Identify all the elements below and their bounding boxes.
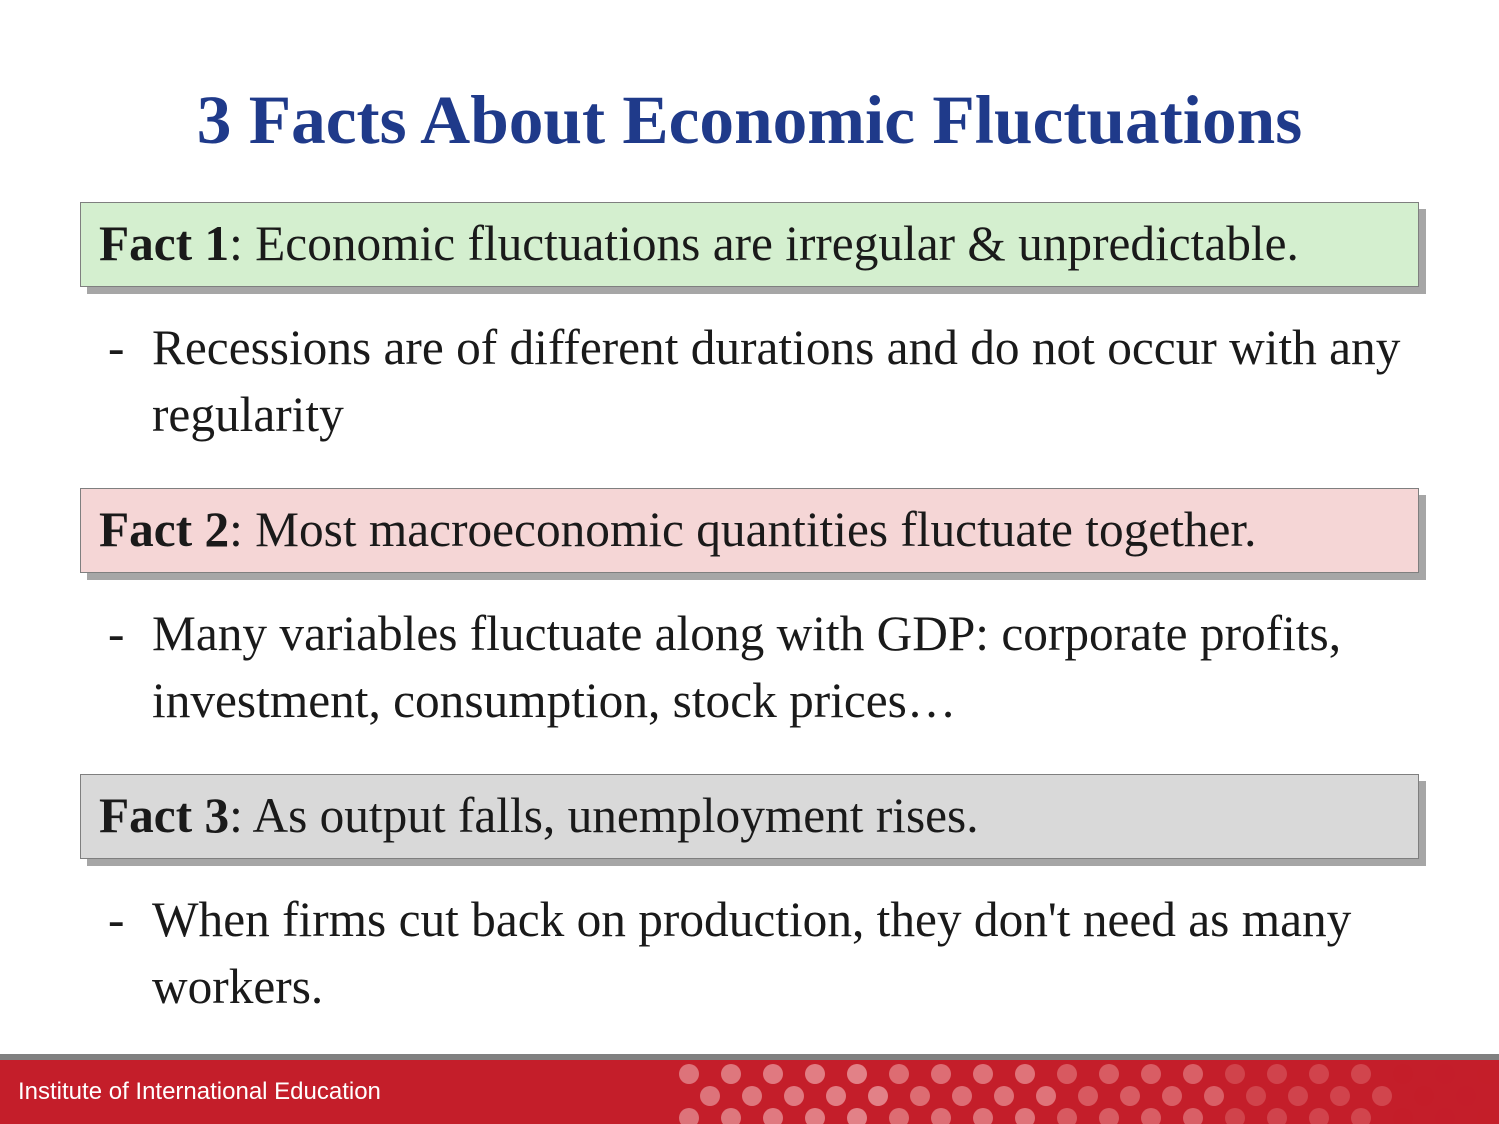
- bullet-dash-icon: -: [104, 315, 152, 448]
- footer-dot-icon: [847, 1064, 867, 1084]
- bullet-dash-icon: -: [104, 887, 152, 1020]
- fact-box-3: Fact 3: As output falls, unemployment ri…: [80, 774, 1419, 859]
- footer-dot-icon: [784, 1086, 804, 1106]
- footer-dot-icon: [1099, 1064, 1119, 1084]
- footer-dot-icon: [1351, 1064, 1371, 1084]
- footer-dot-icon: [1078, 1086, 1098, 1106]
- footer-dot-icon: [1435, 1108, 1455, 1124]
- footer-dot-icon: [1435, 1064, 1455, 1084]
- footer-dot-icon: [1057, 1108, 1077, 1124]
- footer: Institute of International Education: [0, 1054, 1499, 1124]
- footer-dot-icon: [700, 1086, 720, 1106]
- footer-dot-icon: [721, 1064, 741, 1084]
- footer-dot-icon: [679, 1064, 699, 1084]
- footer-dot-icon: [1204, 1086, 1224, 1106]
- footer-dot-icon: [1414, 1086, 1434, 1106]
- fact2-bullet: - Many variables fluctuate along with GD…: [104, 601, 1409, 734]
- footer-dot-icon: [1246, 1086, 1266, 1106]
- footer-dot-icon: [1141, 1108, 1161, 1124]
- footer-dot-icon: [742, 1086, 762, 1106]
- footer-dot-icon: [1015, 1108, 1035, 1124]
- fact-box-1: Fact 1: Economic fluctuations are irregu…: [80, 202, 1419, 287]
- footer-dot-icon: [1036, 1086, 1056, 1106]
- footer-dot-icon: [1309, 1108, 1329, 1124]
- slide-root: 3 Facts About Economic Fluctuations Fact…: [0, 0, 1499, 1124]
- footer-dot-icon: [889, 1108, 909, 1124]
- footer-dot-icon: [952, 1086, 972, 1106]
- footer-dot-icon: [994, 1086, 1014, 1106]
- footer-text: Institute of International Education: [18, 1078, 381, 1106]
- slide-title: 3 Facts About Economic Fluctuations: [60, 80, 1439, 160]
- footer-dot-icon: [973, 1064, 993, 1084]
- footer-dot-icon: [721, 1108, 741, 1124]
- footer-dot-icon: [826, 1086, 846, 1106]
- footer-dot-icon: [805, 1108, 825, 1124]
- footer-dot-icon: [910, 1086, 930, 1106]
- footer-dot-icon: [1141, 1064, 1161, 1084]
- fact1-bullet: - Recessions are of different durations …: [104, 315, 1409, 448]
- fact2-label: Fact 2: [99, 502, 229, 557]
- fact2-bullet-text: Many variables fluctuate along with GDP:…: [152, 601, 1409, 734]
- footer-dot-icon: [973, 1108, 993, 1124]
- footer-dot-icon: [1456, 1086, 1476, 1106]
- footer-dot-icon: [1225, 1108, 1245, 1124]
- fact1-bullet-text: Recessions are of different durations an…: [152, 315, 1409, 448]
- fact3-bullet: - When firms cut back on production, the…: [104, 887, 1409, 1020]
- footer-dot-icon: [1183, 1108, 1203, 1124]
- footer-dot-icon: [1309, 1064, 1329, 1084]
- footer-dot-icon: [847, 1108, 867, 1124]
- footer-dot-icon: [1393, 1064, 1413, 1084]
- footer-dot-icon: [679, 1108, 699, 1124]
- footer-dot-icon: [1015, 1064, 1035, 1084]
- fact3-bullet-text: When firms cut back on production, they …: [152, 887, 1409, 1020]
- footer-dot-icon: [1330, 1086, 1350, 1106]
- footer-dot-icon: [1057, 1064, 1077, 1084]
- fact-box-2: Fact 2: Most macroeconomic quantities fl…: [80, 488, 1419, 573]
- footer-dots: [679, 1060, 1499, 1124]
- footer-dot-icon: [1162, 1086, 1182, 1106]
- footer-dot-icon: [1099, 1108, 1119, 1124]
- fact3-text: : As output falls, unemployment rises.: [229, 788, 978, 843]
- footer-dot-icon: [1120, 1086, 1140, 1106]
- footer-dot-icon: [868, 1086, 888, 1106]
- footer-dot-icon: [1351, 1108, 1371, 1124]
- footer-dot-icon: [1393, 1108, 1413, 1124]
- footer-dot-icon: [1372, 1086, 1392, 1106]
- fact1-label: Fact 1: [99, 216, 229, 271]
- footer-main: Institute of International Education: [0, 1060, 1499, 1124]
- fact2-text: : Most macroeconomic quantities fluctuat…: [229, 502, 1256, 557]
- footer-dot-icon: [931, 1108, 951, 1124]
- fact3-label: Fact 3: [99, 788, 229, 843]
- footer-dot-icon: [1267, 1064, 1287, 1084]
- footer-dot-icon: [889, 1064, 909, 1084]
- footer-dot-icon: [1477, 1064, 1497, 1084]
- footer-dot-icon: [763, 1064, 783, 1084]
- bullet-dash-icon: -: [104, 601, 152, 734]
- footer-dot-icon: [931, 1064, 951, 1084]
- footer-dot-icon: [1225, 1064, 1245, 1084]
- footer-dot-icon: [805, 1064, 825, 1084]
- footer-dot-icon: [763, 1108, 783, 1124]
- footer-dot-icon: [1183, 1064, 1203, 1084]
- footer-dot-icon: [1267, 1108, 1287, 1124]
- fact1-text: : Economic fluctuations are irregular & …: [229, 216, 1299, 271]
- footer-dot-icon: [1288, 1086, 1308, 1106]
- footer-dot-icon: [1477, 1108, 1497, 1124]
